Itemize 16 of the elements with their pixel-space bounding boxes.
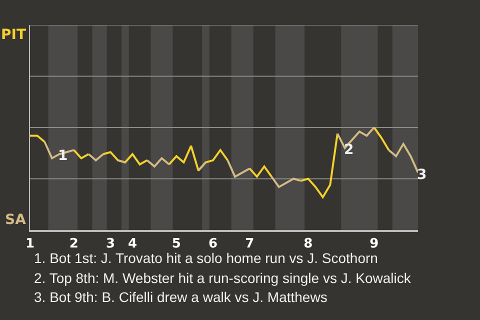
text: PIT (1, 27, 26, 43)
text: SA (5, 212, 26, 228)
x-tick-label: 3 (106, 236, 116, 252)
annotation: 3 (417, 167, 427, 183)
x-tick-label: 9 (370, 236, 379, 252)
text: 3. Bot 9th: B. Cifelli drew a walk vs J. Matthews (34, 289, 328, 305)
x-tick-label: 2 (69, 236, 78, 252)
text: 1. Bot 1st: J. Trovato hit a solo home run vs J. Scothorn (34, 250, 378, 266)
text: 2. Top 8th: M. Webster hit a run-scoring single vs J. Kowalick (34, 270, 412, 286)
x-tick-label: 7 (245, 236, 254, 252)
x-tick-label: 8 (304, 236, 313, 252)
x-tick-label: 1 (25, 236, 35, 252)
x-tick-label: 5 (172, 236, 181, 252)
x-tick-label: 6 (208, 236, 218, 252)
annotation: 2 (344, 142, 354, 158)
x-tick-label: 4 (128, 236, 138, 252)
